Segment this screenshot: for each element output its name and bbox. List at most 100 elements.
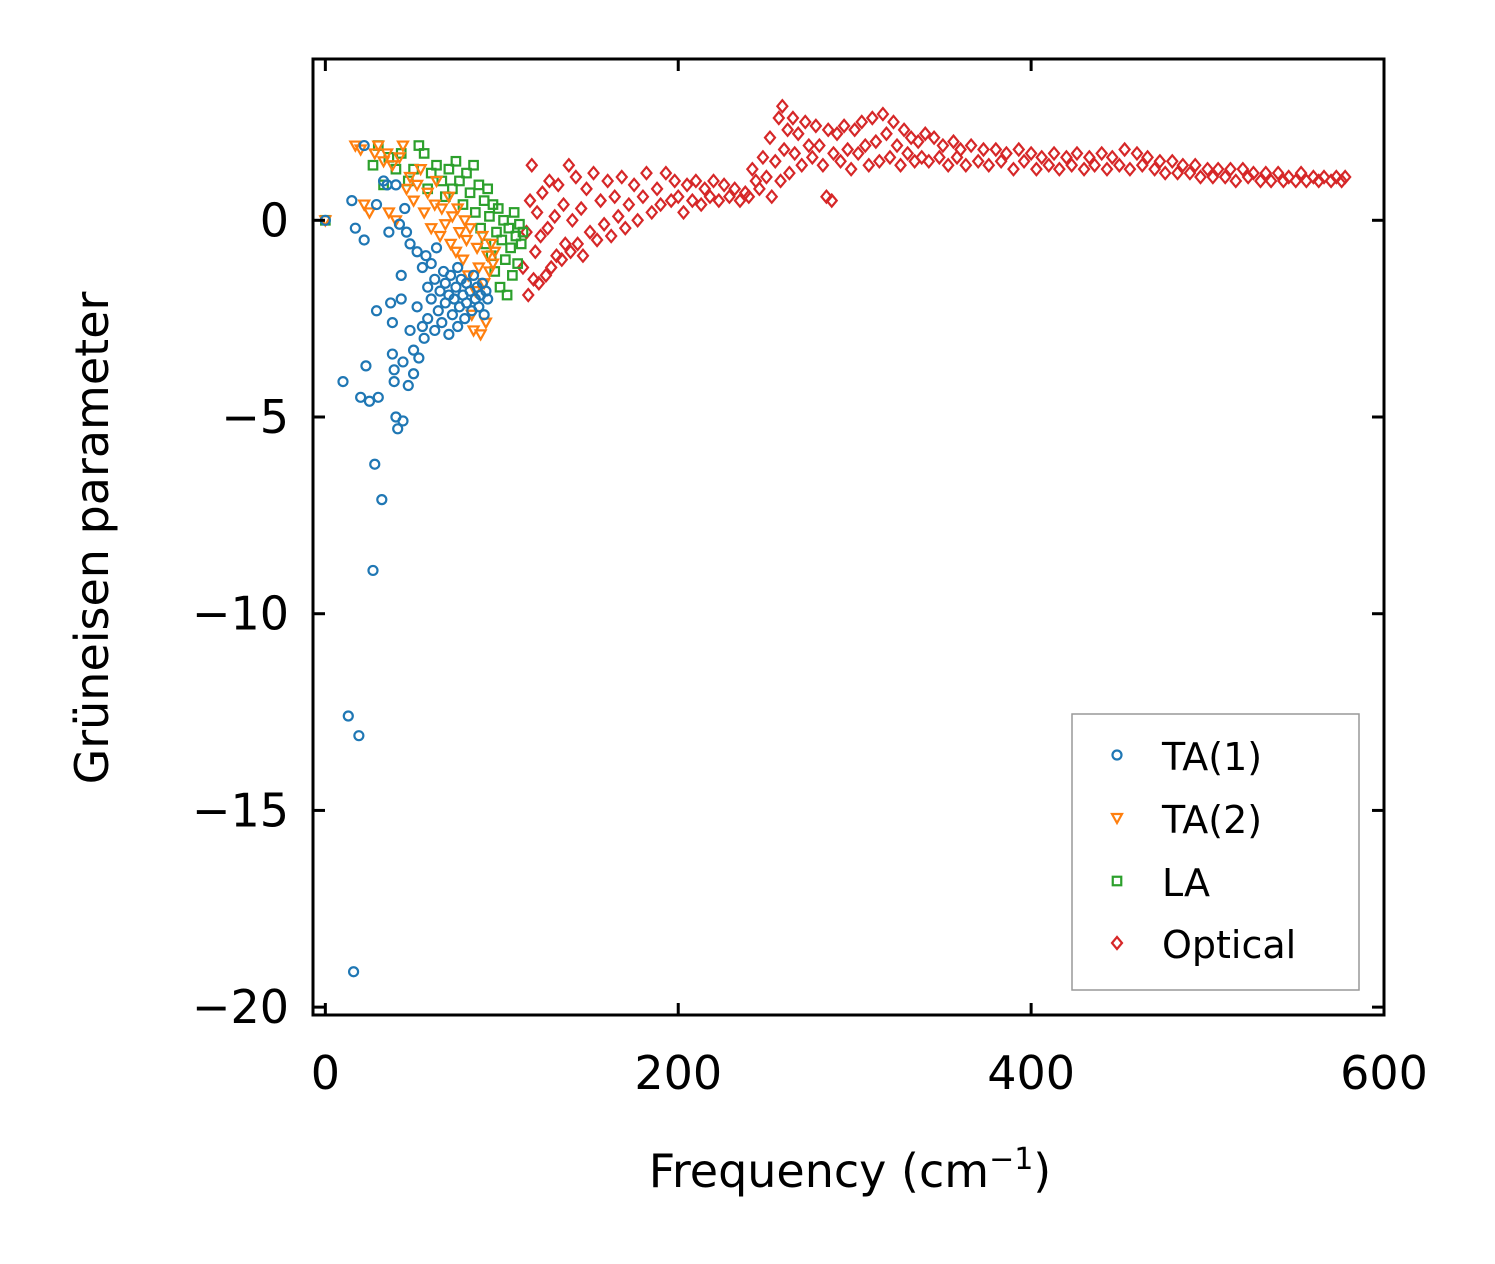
data-point [527, 271, 540, 288]
data-point [562, 157, 576, 173]
data-point [1070, 145, 1084, 162]
data-point [534, 228, 548, 244]
data-point [1042, 157, 1056, 173]
legend-marker [1111, 749, 1123, 761]
data-point [478, 309, 490, 321]
data-point [1088, 157, 1102, 173]
data-point [1206, 169, 1220, 185]
data-point [434, 203, 449, 216]
data-point [450, 281, 462, 293]
data-point [470, 242, 484, 256]
data-point [496, 234, 508, 246]
data-point [431, 159, 442, 171]
data-point [1052, 161, 1066, 177]
data-point [1158, 165, 1172, 181]
y-axis-label: Grüneisen parameter [65, 291, 119, 784]
data-point [416, 261, 428, 274]
data-point [392, 152, 407, 165]
data-point [482, 183, 494, 195]
data-point [386, 348, 398, 360]
data-point [452, 320, 464, 333]
data-point [618, 220, 632, 236]
data-point [880, 126, 893, 142]
data-point [355, 391, 367, 403]
series-la [320, 140, 529, 301]
data-point [548, 208, 562, 225]
data-point [505, 242, 516, 254]
data-point [977, 141, 990, 158]
data-point [904, 129, 918, 146]
data-point [1012, 141, 1026, 158]
data-point [1112, 157, 1126, 173]
data-point [722, 188, 736, 205]
data-point [569, 169, 583, 185]
data-point [369, 458, 381, 470]
data-point [508, 207, 520, 218]
data-point [1329, 169, 1343, 185]
data-point [858, 137, 872, 154]
data-point [422, 281, 434, 293]
data-point [449, 246, 463, 260]
data-point [1135, 157, 1149, 173]
data-marks [318, 98, 1352, 978]
data-point [841, 141, 855, 158]
data-point [425, 257, 437, 270]
data-point [971, 153, 985, 170]
data-point [1176, 157, 1190, 173]
data-point [532, 275, 546, 291]
data-point [422, 313, 434, 325]
data-point [583, 224, 597, 240]
data-point [395, 269, 407, 281]
data-point [468, 159, 479, 171]
data-point [756, 149, 770, 166]
data-point [433, 230, 447, 244]
data-point [872, 153, 886, 170]
data-point [915, 149, 929, 166]
data-point [954, 141, 967, 158]
data-point [507, 270, 518, 281]
data-point [1148, 161, 1162, 177]
data-point [927, 129, 941, 146]
data-point [404, 238, 416, 250]
data-point [487, 246, 502, 260]
data-point [407, 344, 420, 356]
legend-entry: TA(1) [1111, 735, 1262, 779]
data-point [550, 247, 563, 264]
data-point [848, 122, 862, 138]
data-point [576, 247, 590, 264]
data-point [443, 238, 458, 252]
data-point [473, 179, 485, 191]
data-point [360, 360, 372, 372]
data-point [402, 379, 414, 392]
data-point [1236, 161, 1250, 177]
data-point [580, 181, 593, 197]
data-point [420, 250, 432, 262]
data-point [1211, 161, 1225, 177]
data-point [911, 133, 925, 150]
data-point [430, 242, 443, 254]
data-point [434, 285, 446, 297]
data-point [486, 258, 500, 271]
data-point [855, 114, 869, 130]
data-point [728, 181, 742, 197]
data-point [456, 254, 470, 267]
data-point [654, 196, 668, 213]
data-point [887, 114, 900, 130]
data-point [865, 110, 879, 126]
data-point [528, 244, 542, 260]
data-point [407, 368, 420, 380]
data-point [459, 313, 471, 325]
data-point [812, 137, 826, 154]
data-point [636, 188, 650, 205]
data-point [512, 258, 524, 269]
data-point [429, 175, 444, 189]
data-point [429, 324, 441, 337]
data-point [1017, 153, 1031, 170]
data-point [523, 192, 537, 209]
data-point [941, 157, 955, 173]
data-point [830, 126, 844, 142]
legend-label: TA(1) [1161, 735, 1262, 779]
data-point [494, 281, 506, 293]
data-point [587, 165, 600, 181]
y-tick-label: −20 [192, 980, 289, 1034]
